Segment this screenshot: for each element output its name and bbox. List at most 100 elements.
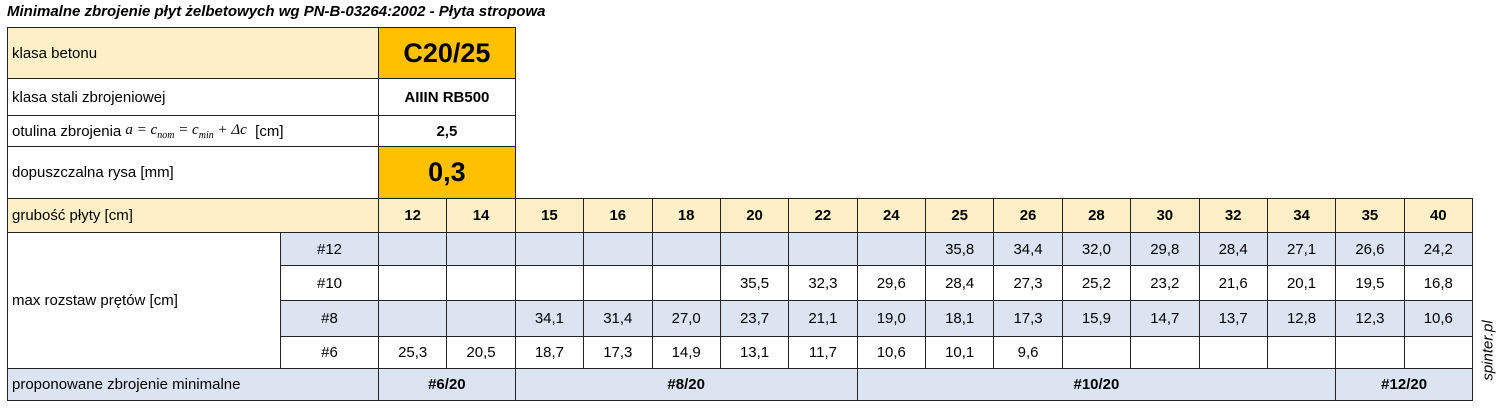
spacing-value: 24,2	[1403, 232, 1473, 266]
spacing-value	[1130, 336, 1200, 369]
watermark: spinter.pl	[1479, 320, 1497, 381]
thickness-header: 32	[1198, 198, 1268, 233]
spacing-value	[378, 265, 448, 301]
formula-part: a = c	[125, 121, 158, 138]
thickness-header: 26	[993, 198, 1063, 233]
spacing-value: 19,5	[1335, 265, 1405, 301]
row-label: max rozstaw prętów [cm]	[7, 232, 281, 369]
spacing-value: 27,0	[651, 300, 721, 337]
spacing-value: 28,4	[1198, 232, 1268, 266]
thickness-header: 18	[651, 198, 721, 233]
thickness-header: 15	[514, 198, 585, 233]
spacing-value	[378, 232, 448, 266]
spacing-value	[446, 232, 516, 266]
spacing-value: 14,9	[651, 336, 721, 369]
bar-label: #6	[280, 336, 379, 369]
spacing-value: 25,2	[1061, 265, 1132, 301]
spacing-value: 12,3	[1335, 300, 1405, 337]
spacing-value	[1061, 336, 1132, 369]
spacing-value: 12,8	[1266, 300, 1337, 337]
formula-part: + Δc	[213, 121, 247, 138]
spacing-value: 25,3	[378, 336, 448, 369]
spacing-value	[583, 232, 653, 266]
param-value: AIIIN RB500	[378, 78, 516, 116]
param-value: 2,5	[378, 115, 516, 147]
thickness-header: 40	[1403, 198, 1473, 233]
param-label-text: otulina zbrojenia	[12, 122, 122, 140]
spacing-value: 31,4	[583, 300, 653, 337]
spacing-value	[856, 232, 926, 266]
spacing-value: 11,7	[788, 336, 858, 369]
spacing-value: 35,5	[719, 265, 790, 301]
spacing-value: 34,4	[993, 232, 1063, 266]
title: Minimalne zbrojenie płyt żelbetowych wg …	[7, 3, 546, 20]
formula: a = cnom = cmin + Δc	[125, 122, 246, 141]
spacing-value: 10,6	[1403, 300, 1473, 337]
spacing-value: 13,1	[719, 336, 790, 369]
spacing-value: 34,1	[514, 300, 585, 337]
spacing-value: 32,0	[1061, 232, 1132, 266]
spacing-value: 29,6	[856, 265, 926, 301]
spacing-value	[378, 300, 448, 337]
thickness-header: 24	[856, 198, 926, 233]
proposed-value: #8/20	[514, 368, 858, 401]
thickness-header: 20	[719, 198, 790, 233]
param-label: otulina zbrojenia a = cnom = cmin + Δc […	[7, 115, 379, 147]
spacing-value	[1403, 336, 1473, 369]
row-label: proponowane zbrojenie minimalne	[7, 368, 379, 401]
thickness-header: 25	[925, 198, 995, 233]
spacing-value: 14,7	[1130, 300, 1200, 337]
spacing-value	[446, 300, 516, 337]
thickness-header: 30	[1130, 198, 1200, 233]
spacing-value: 35,8	[925, 232, 995, 266]
spacing-value: 21,1	[788, 300, 858, 337]
spacing-value	[788, 232, 858, 266]
spacing-value: 9,6	[993, 336, 1063, 369]
spacing-value	[446, 265, 516, 301]
thickness-header: 16	[583, 198, 653, 233]
proposed-value: #6/20	[378, 368, 516, 401]
spacing-value: 13,7	[1198, 300, 1268, 337]
spacing-value: 32,3	[788, 265, 858, 301]
param-label: klasa stali zbrojeniowej	[7, 78, 379, 116]
spacing-value: 18,7	[514, 336, 585, 369]
spacing-value: 27,1	[1266, 232, 1337, 266]
spacing-value: 10,1	[925, 336, 995, 369]
spacing-value	[651, 232, 721, 266]
spacing-value: 16,8	[1403, 265, 1473, 301]
bar-label: #10	[280, 265, 379, 301]
formula-part: = c	[174, 121, 199, 138]
spacing-value: 19,0	[856, 300, 926, 337]
thickness-header: 34	[1266, 198, 1337, 233]
bar-label: #8	[280, 300, 379, 337]
param-value: C20/25	[378, 27, 516, 79]
thickness-header: 35	[1335, 198, 1405, 233]
spacing-value	[719, 232, 790, 266]
spacing-value: 10,6	[856, 336, 926, 369]
spacing-value: 20,1	[1266, 265, 1337, 301]
param-label: klasa betonu	[7, 27, 379, 79]
spacing-value	[1335, 336, 1405, 369]
param-label: dopuszczalna rysa [mm]	[7, 146, 379, 199]
spacing-value: 28,4	[925, 265, 995, 301]
spacing-value	[583, 265, 653, 301]
spacing-value: 20,5	[446, 336, 516, 369]
spacing-value: 27,3	[993, 265, 1063, 301]
spacing-value: 18,1	[925, 300, 995, 337]
param-value: 0,3	[378, 146, 516, 199]
thickness-header: 22	[788, 198, 858, 233]
row-label: grubość płyty [cm]	[7, 198, 379, 233]
spacing-value: 21,6	[1198, 265, 1268, 301]
unit: [cm]	[255, 122, 284, 140]
thickness-header: 12	[378, 198, 448, 233]
formula-subscript: min	[198, 129, 214, 141]
bar-label: #12	[280, 232, 379, 266]
spacing-value	[651, 265, 721, 301]
spacing-value	[514, 265, 585, 301]
spacing-value: 17,3	[993, 300, 1063, 337]
spacing-value: 15,9	[1061, 300, 1132, 337]
spacing-value: 29,8	[1130, 232, 1200, 266]
thickness-header: 28	[1061, 198, 1132, 233]
spacing-value	[514, 232, 585, 266]
